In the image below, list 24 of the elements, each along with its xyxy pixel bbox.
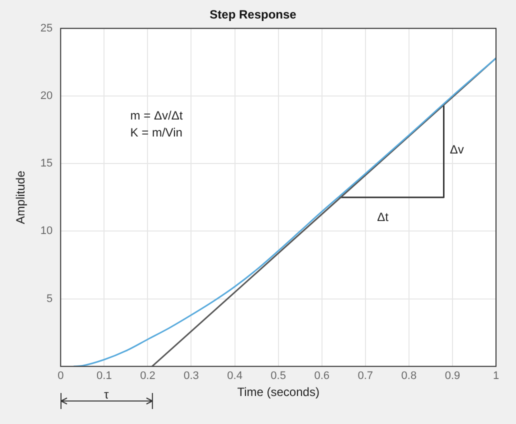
x-tick-label: 1 — [492, 370, 500, 382]
y-tick-label: 10 — [40, 225, 53, 238]
x-tick-label: 0.8 — [401, 370, 417, 382]
annotation: Δv — [450, 142, 464, 156]
x-tick-label: 0.3 — [184, 370, 199, 382]
annotation: m = Δv/Δt — [130, 108, 184, 123]
y-tick-label: 15 — [40, 158, 53, 170]
chart-title: Step Response — [210, 8, 297, 22]
x-tick-label: 0.4 — [227, 370, 242, 382]
text: τ — [104, 388, 109, 402]
annotation: K = m/Vin — [130, 125, 182, 140]
y-axis-title: Amplitude — [14, 170, 28, 224]
x-tick-label: 0.9 — [444, 370, 460, 382]
y-tick-label: 20 — [40, 90, 53, 102]
x-tick-label: 0.6 — [314, 370, 330, 382]
x-tick-label: 0.5 — [270, 370, 286, 382]
annotation: Δt — [377, 210, 390, 224]
y-tick-label: 5 — [46, 292, 53, 305]
x-axis-title: Time (seconds) — [237, 385, 320, 400]
x-tick-label: 0.1 — [96, 370, 112, 382]
x-tick-label: 0.2 — [140, 370, 156, 382]
y-tick-label: 25 — [40, 22, 53, 34]
x-tick-label: 0.7 — [358, 370, 374, 382]
x-tick-label: 0 — [58, 370, 64, 382]
